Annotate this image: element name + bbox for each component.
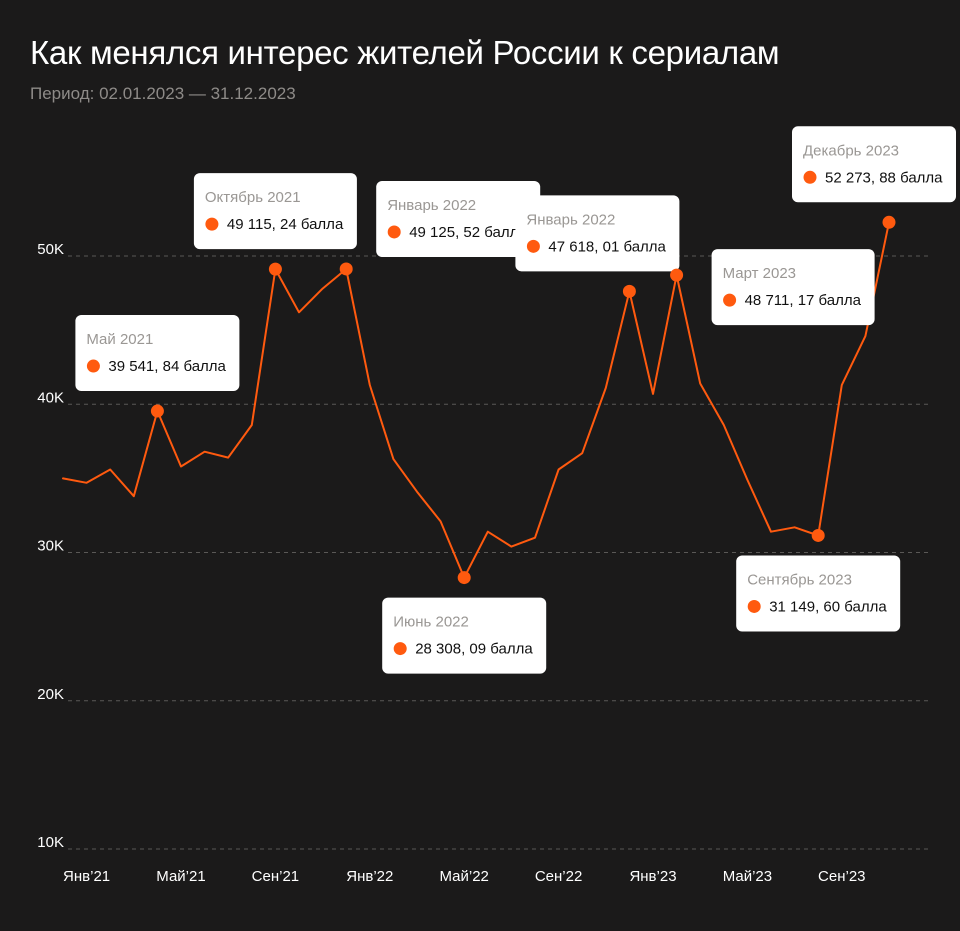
callout-dot — [723, 293, 737, 307]
x-tick-label: Янв’21 — [63, 868, 110, 885]
callout-value: 31 149, 60 балла — [769, 598, 887, 615]
callout-title: Октябрь 2021 — [205, 189, 301, 206]
callout: Октябрь 2021 49 115, 24 балла — [193, 173, 357, 250]
y-tick-label: 10K — [37, 834, 64, 851]
callout-title: Январь 2022 — [387, 197, 476, 214]
callout-box — [75, 315, 240, 392]
data-point-marker — [150, 404, 164, 418]
y-tick-label: 30K — [37, 538, 64, 555]
callout-box — [193, 173, 357, 250]
callout-title: Июнь 2022 — [393, 614, 469, 631]
callout: Июнь 2022 28 308, 09 балла — [382, 597, 547, 674]
callout: Январь 2022 49 125, 52 балла — [376, 180, 541, 257]
callout: Сентябрь 2023 31 149, 60 балла — [736, 555, 901, 632]
callout-value: 49 125, 52 балла — [409, 224, 527, 241]
callout-title: Январь 2022 — [526, 211, 615, 228]
callout-title: Сентябрь 2023 — [747, 571, 852, 588]
data-point-marker — [268, 262, 282, 276]
callout-value: 49 115, 24 балла — [227, 216, 344, 233]
callout: Январь 2022 47 618, 01 балла — [515, 195, 680, 272]
x-tick-label: Сен’22 — [535, 868, 582, 885]
callout: Май 2021 39 541, 84 балла — [75, 315, 240, 392]
callout: Декабрь 2023 52 273, 88 балла — [792, 126, 956, 203]
data-point-marker — [457, 571, 471, 585]
chart-subtitle: Период: 02.01.2023 — 31.12.2023 — [30, 84, 296, 103]
callout-title: Март 2023 — [723, 265, 796, 282]
y-tick-label: 50K — [37, 241, 64, 258]
callout-dot — [387, 225, 401, 239]
data-point-marker — [622, 284, 636, 298]
y-tick-label: 40K — [37, 389, 64, 406]
callout-value: 28 308, 09 балла — [415, 641, 533, 658]
series-line — [62, 221, 890, 579]
x-tick-label: Сен’23 — [818, 868, 865, 885]
callout-box — [711, 249, 875, 326]
callout-dot — [393, 642, 407, 656]
callout-box — [736, 555, 901, 632]
data-point-marker — [339, 262, 353, 276]
x-tick-label: Сен’21 — [252, 868, 299, 885]
callout-dot — [205, 217, 219, 231]
callout-value: 39 541, 84 балла — [108, 358, 226, 375]
callout-box — [792, 126, 956, 203]
callout-box — [515, 195, 680, 272]
data-point-marker — [882, 215, 896, 229]
callout-box — [382, 597, 547, 674]
x-tick-label: Май’21 — [156, 868, 205, 885]
callout-value: 48 711, 17 балла — [745, 292, 862, 309]
callout-box — [376, 180, 541, 257]
x-tick-label: Янв’22 — [346, 868, 393, 885]
x-tick-label: Янв’23 — [629, 868, 676, 885]
callout-value: 52 273, 88 балла — [825, 169, 943, 186]
callout: Март 2023 48 711, 17 балла — [711, 249, 875, 326]
callout-dot — [803, 170, 817, 184]
y-tick-label: 20K — [37, 686, 64, 703]
callout-dot — [747, 599, 761, 613]
x-tick-label: Май’22 — [439, 868, 488, 885]
x-tick-label: Май’23 — [723, 868, 772, 885]
chart-title: Как менялся интерес жителей России к сер… — [30, 34, 780, 71]
callout-title: Декабрь 2023 — [803, 142, 899, 159]
callout-value: 47 618, 01 балла — [548, 238, 666, 255]
data-point-marker — [670, 268, 684, 282]
callout-dot — [526, 239, 540, 253]
callout-dot — [86, 359, 100, 373]
callout-title: Май 2021 — [86, 331, 153, 348]
data-point-marker — [811, 528, 825, 542]
